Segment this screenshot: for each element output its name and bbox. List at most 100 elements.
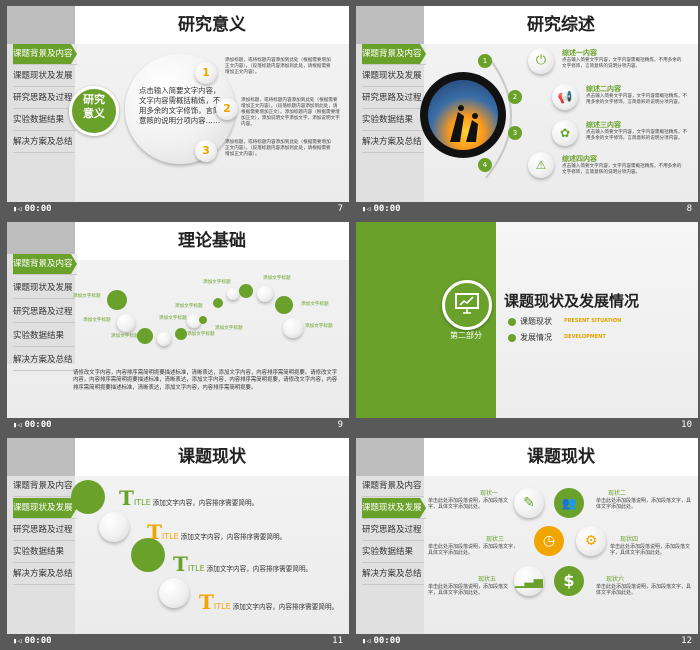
nav-item[interactable]: 解决方案及总结	[13, 350, 75, 371]
nav-item[interactable]: 解决方案及总结	[362, 132, 424, 153]
step-title: TITLE 添加文字内容，内容排序需要简明。	[147, 520, 287, 544]
gear-icon: ⚙	[576, 526, 606, 556]
clock-icon: ▮◁	[362, 205, 371, 213]
page-number: 11	[332, 636, 343, 646]
number-badge: 3	[508, 126, 522, 140]
title-bar	[75, 6, 349, 44]
footer-time: ▮◁ 00:00	[362, 204, 401, 214]
step-title: TITLE 添加文字内容，内容排序需要简明。	[173, 552, 313, 576]
clock-icon: ▮◁	[13, 205, 22, 213]
slide-title: 理论基础	[178, 231, 246, 251]
number-label: 1	[202, 66, 210, 79]
slide-footer: ▮◁ 00:00 12	[356, 634, 698, 650]
nav-item[interactable]: 解决方案及总结	[362, 564, 424, 585]
slide-title: 课题现状	[178, 447, 246, 467]
title-bar	[75, 222, 349, 260]
item-head: 现状二	[608, 490, 627, 497]
step-circle	[71, 480, 105, 514]
nav-item[interactable]: 实验数据结果	[362, 542, 424, 563]
nav-item[interactable]: 课题背景及内容	[362, 476, 424, 497]
item-head: 综述四内容	[562, 155, 597, 163]
time-text: 00:00	[373, 636, 401, 646]
slide-10[interactable]: 第二部分 课题现状及发展情况 课题现状 PRESENT SITUATION 发展…	[356, 222, 698, 434]
nav-item[interactable]: 研究思路及过程	[362, 520, 424, 541]
item-body: 点击输入简要文字内容，文字内容需概括精炼，不用多余的文字修饰，言简意赅的说明分项…	[562, 58, 682, 69]
page-number: 9	[337, 420, 343, 430]
nav-item[interactable]: 解决方案及总结	[13, 132, 75, 153]
slide-7[interactable]: 研究意义 课题背景及内容 课题现状及发展 研究思路及过程 实验数据结果 解决方案…	[7, 6, 349, 218]
top-strip	[7, 438, 75, 476]
chart-icon: ▁▃▅	[514, 566, 544, 596]
item-text: 添加标题，或将标题内容添加到此处（根据需要增加正文内容）。（段落标题内容添加到此…	[241, 98, 340, 127]
top-strip	[7, 6, 75, 44]
wave-node	[157, 332, 171, 346]
item-body: 点击输入简要文字内容，文字内容需概括精炼，不用多余的文字修饰，言简意赅的说明分项…	[586, 130, 688, 141]
slide-12[interactable]: 课题现状 课题背景及内容 课题现状及发展 研究思路及过程 实验数据结果 解决方案…	[356, 438, 698, 650]
slide-8[interactable]: 研究综述 课题背景及内容 课题现状及发展 研究思路及过程 实验数据结果 解决方案…	[356, 6, 698, 218]
item-text: 添加标题，或将标题内容添加到此处（根据需要增加正文内容）。（段落标题内容添加到此…	[225, 58, 331, 75]
slide-face: 研究意义 课题背景及内容 课题现状及发展 研究思路及过程 实验数据结果 解决方案…	[7, 6, 349, 202]
node-label: 添加文字标题	[187, 332, 215, 337]
node-label: 添加文字标题	[159, 316, 187, 321]
nav-item[interactable]: 研究思路及过程	[13, 302, 75, 323]
nav-item[interactable]: 实验数据结果	[13, 542, 75, 563]
wave-node	[275, 296, 293, 314]
wave-node	[117, 314, 135, 332]
top-strip	[356, 438, 424, 476]
wave-node	[175, 328, 187, 340]
slide-9[interactable]: 理论基础 课题背景及内容 课题现状及发展 研究思路及过程 实验数据结果 解决方案…	[7, 222, 349, 434]
nav-item[interactable]: 解决方案及总结	[13, 564, 75, 585]
arc-line	[485, 53, 512, 179]
bullet-cn: 发展情况	[520, 333, 552, 342]
nav-item[interactable]: 实验数据结果	[362, 110, 424, 131]
megaphone-icon: 📢	[552, 84, 578, 110]
step-title: TITLE 添加文字内容，内容排序需要简明。	[119, 486, 259, 510]
bullet-cn: 课题现状	[520, 317, 552, 326]
nav-item[interactable]: 课题现状及发展	[362, 66, 424, 87]
nav-item[interactable]: 课题背景及内容	[13, 254, 77, 275]
sidebar: 课题背景及内容 课题现状及发展 研究思路及过程 实验数据结果 解决方案及总结	[7, 476, 77, 634]
node-label: 添加文字标题	[73, 294, 101, 299]
center-text: 点击输入简要文字内容，文字内容需概括精炼，不用多余的文字修饰，言简意赅的说明分项…	[139, 86, 221, 125]
number-circle	[195, 62, 217, 84]
nav-item[interactable]: 课题现状及发展	[13, 66, 75, 87]
step-circle	[159, 578, 189, 608]
slide-face: 课题现状 课题背景及内容 课题现状及发展 研究思路及过程 实验数据结果 解决方案…	[7, 438, 349, 634]
sidebar: 课题背景及内容 课题现状及发展 研究思路及过程 实验数据结果 解决方案及总结	[356, 476, 426, 634]
slide-face: 课题现状 课题背景及内容 课题现状及发展 研究思路及过程 实验数据结果 解决方案…	[356, 438, 698, 634]
nav-item[interactable]: 研究思路及过程	[13, 88, 75, 109]
time-text: 00:00	[24, 636, 52, 646]
step-circle	[99, 512, 129, 542]
page-number: 7	[337, 204, 343, 214]
clock-icon: ◷	[534, 526, 564, 556]
nav-item[interactable]: 课题现状及发展	[362, 498, 426, 519]
nav-item[interactable]: 研究思路及过程	[362, 88, 424, 109]
node-label: 添加文字标题	[215, 326, 243, 331]
slide-11[interactable]: 课题现状 课题背景及内容 课题现状及发展 研究思路及过程 实验数据结果 解决方案…	[7, 438, 349, 650]
top-strip	[356, 6, 424, 44]
sidebar: 课题背景及内容 课题现状及发展 研究思路及过程 实验数据结果 解决方案及总结	[7, 254, 77, 371]
title-bar	[75, 438, 349, 476]
wave-node	[137, 328, 153, 344]
item-body: 单击此处添加段落说明，添加段落文字，具体文字添加此处。	[428, 544, 519, 556]
section-icon-circle	[442, 280, 492, 330]
time-text: 00:00	[373, 204, 401, 214]
edit-icon: ✎	[514, 488, 544, 518]
nav-item[interactable]: 课题背景及内容	[13, 44, 77, 65]
slide-title: 课题现状	[527, 447, 595, 467]
nav-item[interactable]: 课题背景及内容	[362, 44, 426, 65]
slide-title: 研究综述	[527, 15, 595, 35]
nav-item[interactable]: 实验数据结果	[13, 110, 75, 131]
nav-item[interactable]: 研究思路及过程	[13, 520, 75, 541]
nav-item[interactable]: 课题现状及发展	[13, 498, 77, 519]
clock-icon: ▮◁	[362, 637, 371, 645]
number-badge: 2	[508, 90, 522, 104]
slide-footer: ▮◁ 00:00 8	[356, 202, 698, 218]
badge-circle	[69, 86, 119, 136]
item-head: 综述一内容	[562, 49, 597, 57]
nav-item[interactable]: 课题背景及内容	[13, 476, 75, 497]
footer-time: ▮◁ 00:00	[13, 204, 52, 214]
nav-item[interactable]: 课题现状及发展	[13, 278, 75, 299]
footer-time: ▮◁ 00:00	[13, 636, 52, 646]
nav-item[interactable]: 实验数据结果	[13, 326, 75, 347]
